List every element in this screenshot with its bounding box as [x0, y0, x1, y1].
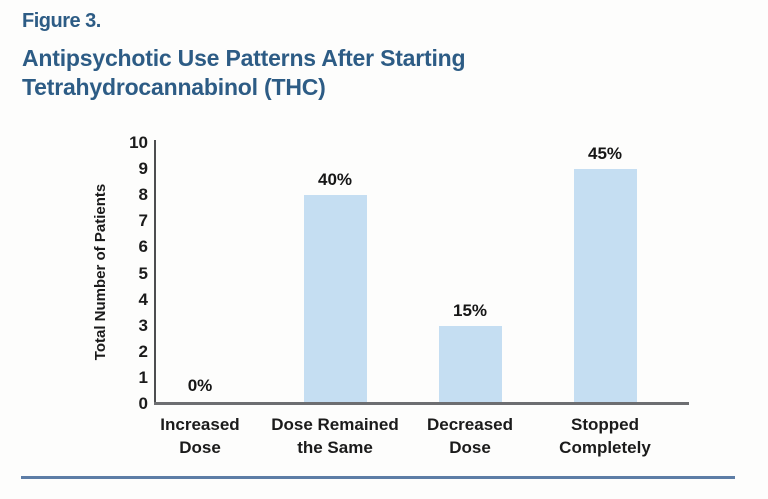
y-tick-label: 5 [138, 263, 148, 283]
y-tick-label: 2 [138, 341, 148, 361]
y-tick-label: 8 [138, 185, 148, 205]
y-tick-label: 4 [138, 289, 148, 309]
x-tick-label: Stopped Completely [559, 415, 651, 457]
figure-label: Figure 3. [22, 10, 101, 32]
y-tick-label: 0 [138, 394, 148, 413]
y-tick-label: 1 [138, 367, 148, 387]
bar-value-label: 45% [587, 144, 623, 163]
y-tick-label: 6 [138, 237, 148, 257]
bar [303, 195, 367, 402]
bar-value-label: 0% [187, 376, 213, 395]
figure-title-line-2: Tetrahydrocannabinol (THC) [22, 74, 326, 100]
bar [438, 326, 502, 402]
y-tick-label: 3 [138, 315, 148, 335]
y-tick-label: 10 [129, 133, 148, 152]
x-tick-label: Increased Dose [160, 415, 240, 457]
figure-title-line-1: Antipsychotic Use Patterns After Startin… [22, 45, 466, 71]
x-tick-label: Dose Remained the Same [271, 415, 399, 457]
bar-value-label: 15% [452, 301, 488, 320]
bar-value-label: 40% [317, 170, 353, 189]
figure-title: Antipsychotic Use Patterns After Startin… [22, 44, 466, 102]
y-axis-line [154, 140, 156, 405]
bar [573, 169, 637, 402]
x-axis-baseline [154, 402, 689, 405]
y-tick-label: 9 [138, 159, 148, 179]
bottom-divider-rule [21, 476, 735, 479]
y-tick-label: 7 [138, 211, 148, 231]
x-tick-label: Decreased Dose [426, 415, 513, 457]
